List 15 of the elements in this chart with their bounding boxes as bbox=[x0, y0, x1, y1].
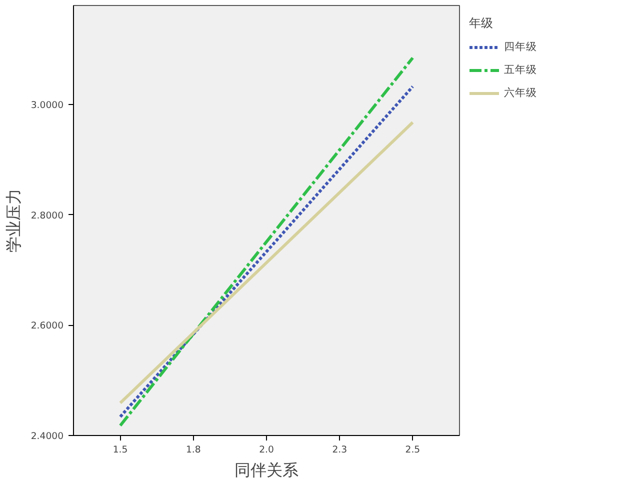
legend-label: 四年级 bbox=[504, 40, 537, 54]
y-tick-label: 3.0000 bbox=[30, 100, 64, 112]
legend-label: 五年级 bbox=[504, 63, 537, 77]
x-tick-label: 2.5 bbox=[405, 444, 420, 456]
y-tick-label: 2.8000 bbox=[30, 210, 64, 222]
legend-label: 六年级 bbox=[504, 86, 537, 100]
y-tick-label: 2.4000 bbox=[30, 431, 64, 442]
legend-title: 年级 bbox=[469, 15, 494, 32]
x-tick-label: 1.5 bbox=[112, 444, 128, 456]
x-tick-label: 2.0 bbox=[259, 444, 274, 456]
x-tick-label: 2.3 bbox=[332, 444, 348, 456]
x-tick-label: 1.8 bbox=[186, 444, 201, 456]
y-tick-label: 2.6000 bbox=[30, 320, 64, 332]
x-axis-title: 同伴关系 bbox=[234, 460, 298, 480]
y-axis-title: 学业压力 bbox=[4, 188, 23, 252]
